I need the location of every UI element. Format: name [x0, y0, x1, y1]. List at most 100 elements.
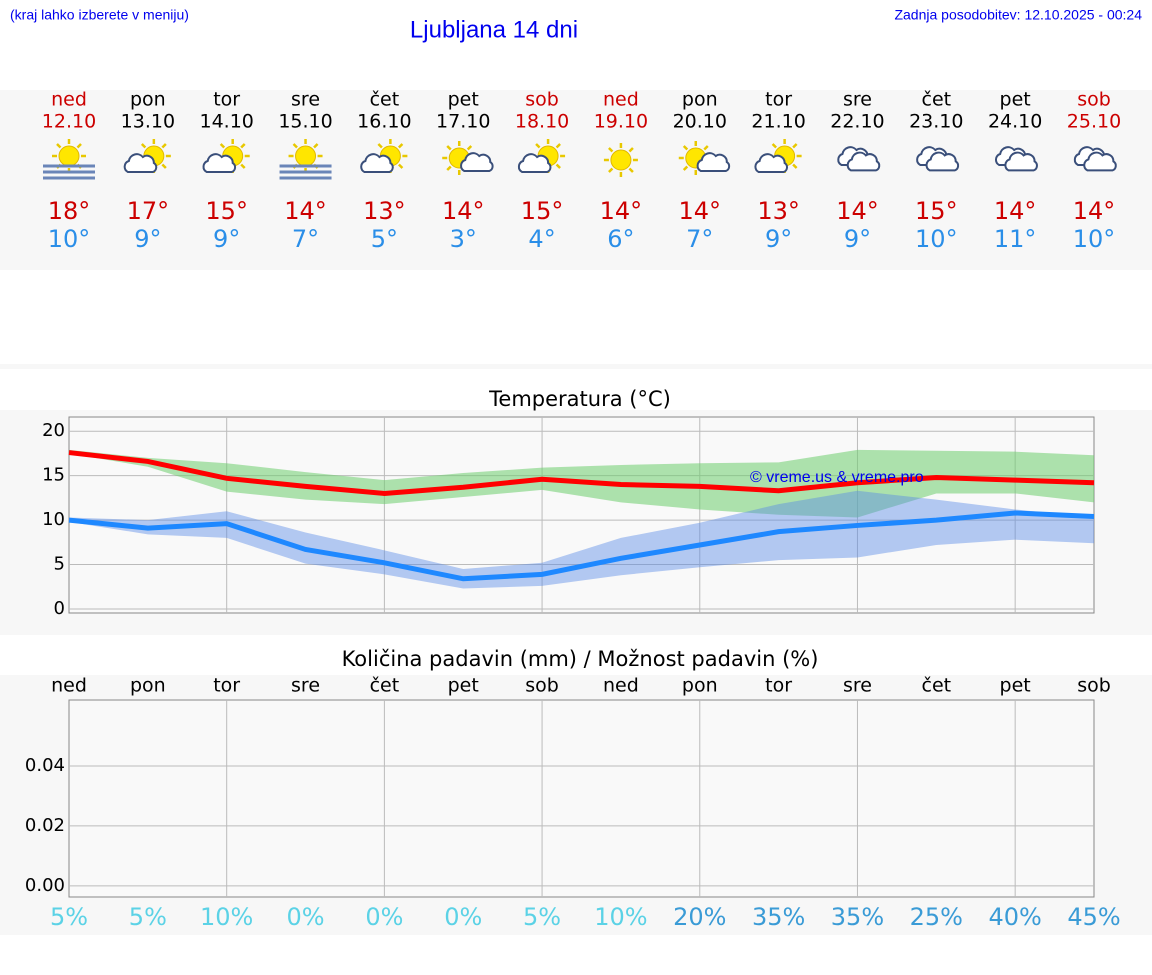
max-temp: 13° [757, 197, 800, 225]
cloud [1083, 151, 1117, 172]
max-temp: 14° [284, 197, 327, 225]
separator [0, 364, 1152, 369]
min-temp: 10° [48, 225, 91, 253]
day-date: 18.10 [515, 111, 569, 133]
min-temp: 6° [607, 225, 634, 253]
y-tick-label: 20 [42, 420, 65, 441]
day-date: 14.10 [199, 111, 253, 133]
x-tick-label: sre [291, 675, 320, 697]
day-date: 21.10 [751, 111, 805, 133]
day-name: pon [130, 89, 166, 111]
probability-label: 5% [523, 903, 561, 931]
temp-line [68, 450, 1095, 496]
weather-icon [603, 143, 638, 177]
cloud [696, 152, 731, 172]
plot-area [68, 416, 1095, 614]
max-temp: 17° [127, 197, 170, 225]
max-temp: 14° [600, 197, 643, 225]
day-date: 12.10 [42, 111, 96, 133]
sun-ray [240, 143, 246, 149]
sun-ray [792, 163, 798, 169]
y-tick-label: 0 [54, 598, 65, 619]
day-date: 17.10 [436, 111, 490, 133]
sun-ray [219, 143, 226, 149]
min-temp: 5° [371, 225, 398, 253]
day-date: 16.10 [357, 111, 411, 133]
probability-label: 5% [50, 903, 88, 931]
day-name: sre [291, 89, 320, 111]
x-tick-label: tor [213, 675, 240, 697]
cloud [925, 151, 960, 172]
sun-ray [446, 145, 452, 151]
max-temp: 14° [994, 197, 1037, 225]
probability-label: 5% [129, 903, 167, 931]
x-tick-label: čet [370, 675, 400, 697]
weather-icon [442, 141, 494, 175]
plot-area [68, 699, 1095, 898]
last-update: Zadnja posodobitev: 12.10.2025 - 00:24 [894, 7, 1142, 23]
probability-label: 0% [444, 903, 482, 931]
sun-ray [76, 143, 82, 149]
min-temp: 9° [765, 225, 792, 253]
sun-ray [555, 163, 561, 169]
x-tick-label: pon [682, 675, 718, 697]
x-tick-label: sob [1077, 675, 1111, 697]
sun-ray [377, 143, 383, 149]
range-band [69, 490, 1094, 589]
probability-label: 0% [286, 903, 324, 931]
day-name: čet [922, 89, 952, 111]
sun-ray [771, 143, 778, 149]
sun-ray [140, 143, 147, 149]
sun-ray [682, 145, 689, 151]
probability-label: 10% [594, 903, 647, 931]
probability-label: 20% [673, 903, 726, 931]
sun-ray [792, 143, 798, 149]
probability-label: 45% [1067, 903, 1120, 931]
forecast-strip [0, 90, 1152, 270]
max-temp: 15° [205, 197, 248, 225]
day-name: pet [1000, 89, 1031, 111]
weather-icon [916, 146, 960, 172]
probability-label: 35% [752, 903, 805, 931]
y-tick-label: 0.02 [25, 815, 65, 836]
x-tick-label: čet [922, 675, 952, 697]
sun-ray [240, 163, 246, 169]
sun-ray [161, 163, 167, 169]
temp-line [68, 510, 1095, 582]
weather-icon [279, 139, 332, 180]
day-name: pet [448, 89, 479, 111]
y-tick-label: 10 [42, 509, 65, 530]
sun-ray [397, 143, 404, 149]
max-temp: 15° [521, 197, 564, 225]
probability-label: 10% [200, 903, 253, 931]
day-name: tor [213, 89, 240, 111]
day-name: sob [1077, 89, 1111, 111]
min-temp: 9° [134, 225, 161, 253]
probability-label: 0% [365, 903, 403, 931]
weather-icon [517, 139, 566, 173]
page-title: Ljubljana 14 dni [410, 16, 578, 43]
sun-ray [535, 143, 541, 149]
sun [610, 149, 632, 171]
min-temp: 4° [528, 225, 555, 253]
day-date: 15.10 [278, 111, 332, 133]
sun-ray [608, 167, 614, 173]
cloud [517, 153, 552, 173]
x-tick-label: ned [51, 675, 87, 697]
day-date: 19.10 [594, 111, 648, 133]
probability-label: 40% [988, 903, 1041, 931]
weather-icon [43, 139, 95, 180]
day-date: 20.10 [673, 111, 727, 133]
cloud [360, 153, 394, 173]
cloud [123, 153, 158, 173]
min-temp: 9° [213, 225, 240, 253]
chart-title: Temperatura (°C) [488, 387, 671, 411]
day-name: ned [51, 89, 87, 111]
weather-icon [202, 139, 250, 173]
sun-ray [161, 143, 167, 149]
day-name: čet [370, 89, 400, 111]
weather-icon [995, 146, 1038, 172]
day-name: sre [843, 89, 872, 111]
y-tick-label: 5 [54, 554, 65, 575]
